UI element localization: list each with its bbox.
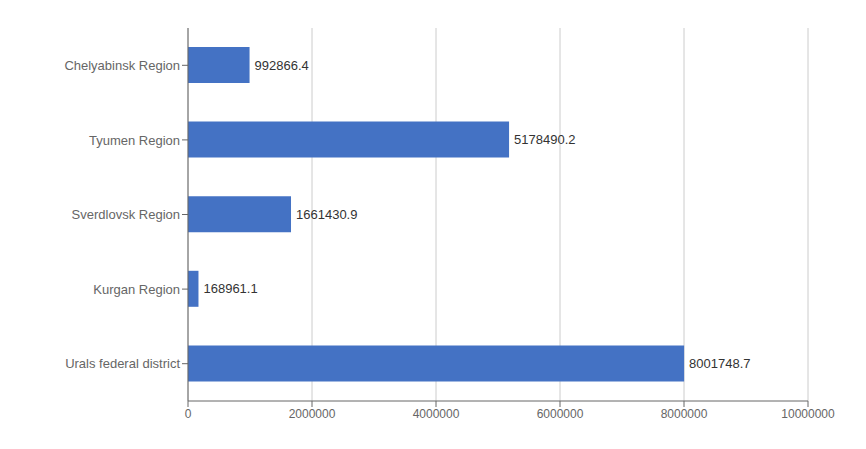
svg-text:Tyumen Region: Tyumen Region	[89, 133, 180, 148]
svg-text:168961.1: 168961.1	[203, 281, 257, 296]
svg-text:Kurgan Region: Kurgan Region	[93, 282, 180, 297]
svg-text:1661430.9: 1661430.9	[296, 207, 357, 222]
svg-text:Urals federal district: Urals federal district	[65, 356, 180, 371]
svg-text:8000000: 8000000	[661, 407, 708, 421]
svg-text:Sverdlovsk Region: Sverdlovsk Region	[72, 207, 180, 222]
svg-text:10000000: 10000000	[781, 407, 835, 421]
svg-text:6000000: 6000000	[537, 407, 584, 421]
svg-text:5178490.2: 5178490.2	[514, 132, 575, 147]
svg-text:2000000: 2000000	[289, 407, 336, 421]
svg-text:4000000: 4000000	[413, 407, 460, 421]
svg-text:8001748.7: 8001748.7	[689, 356, 750, 371]
svg-text:Chelyabinsk Region: Chelyabinsk Region	[64, 58, 180, 73]
svg-text:992866.4: 992866.4	[255, 58, 309, 73]
svg-text:0: 0	[185, 407, 192, 421]
